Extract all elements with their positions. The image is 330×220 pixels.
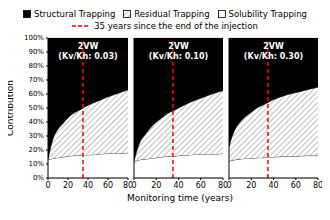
html-text:Structural Trapping: Structural Trapping bbox=[34, 9, 116, 19]
html-text:35 years since the end of the: 35 years since the end of the injection bbox=[94, 21, 258, 31]
svg-text:60: 60 bbox=[291, 181, 301, 190]
svg-text:40: 40 bbox=[268, 181, 278, 190]
html-text:(Kv/Kh: 0.30): (Kv/Kh: 0.30) bbox=[243, 52, 304, 61]
svg-text:40%: 40% bbox=[28, 118, 44, 126]
html-text:Monitoring time (years): Monitoring time (years) bbox=[127, 193, 233, 203]
svg-text:0: 0 bbox=[227, 181, 232, 190]
svg-text:0: 0 bbox=[132, 181, 137, 190]
svg-text:Contribution: Contribution bbox=[8, 80, 15, 136]
svg-text:40: 40 bbox=[173, 181, 183, 190]
svg-text:20%: 20% bbox=[28, 146, 44, 154]
svg-text:10%: 10% bbox=[28, 160, 44, 168]
html-text:2VW: 2VW bbox=[263, 42, 284, 51]
html-text:Solubility Trapping: Solubility Trapping bbox=[228, 9, 307, 19]
svg-text:80: 80 bbox=[218, 181, 227, 190]
svg-text:40: 40 bbox=[83, 181, 93, 190]
svg-text:80: 80 bbox=[313, 181, 322, 190]
svg-text:100%: 100% bbox=[24, 34, 44, 42]
svg-text:20: 20 bbox=[151, 181, 161, 190]
svg-text:20: 20 bbox=[246, 181, 256, 190]
svg-text:80%: 80% bbox=[28, 62, 44, 70]
svg-text:80: 80 bbox=[123, 181, 132, 190]
svg-text:0%: 0% bbox=[33, 174, 44, 182]
html-text:(Kv/Kh: 0.10): (Kv/Kh: 0.10) bbox=[148, 52, 209, 61]
html-text:2VW: 2VW bbox=[77, 42, 99, 51]
html-text:2VW: 2VW bbox=[168, 42, 189, 51]
svg-text:60: 60 bbox=[196, 181, 206, 190]
svg-text:0: 0 bbox=[45, 181, 50, 190]
svg-text:60: 60 bbox=[103, 181, 113, 190]
html-text:Residual Trapping: Residual Trapping bbox=[134, 9, 210, 19]
svg-text:20: 20 bbox=[63, 181, 73, 190]
svg-text:60%: 60% bbox=[28, 90, 44, 98]
svg-text:50%: 50% bbox=[28, 104, 44, 112]
svg-text:90%: 90% bbox=[28, 48, 44, 56]
svg-text:70%: 70% bbox=[28, 76, 44, 84]
svg-text:30%: 30% bbox=[28, 132, 44, 140]
html-text:(Kv/Kh: 0.03): (Kv/Kh: 0.03) bbox=[58, 52, 118, 61]
